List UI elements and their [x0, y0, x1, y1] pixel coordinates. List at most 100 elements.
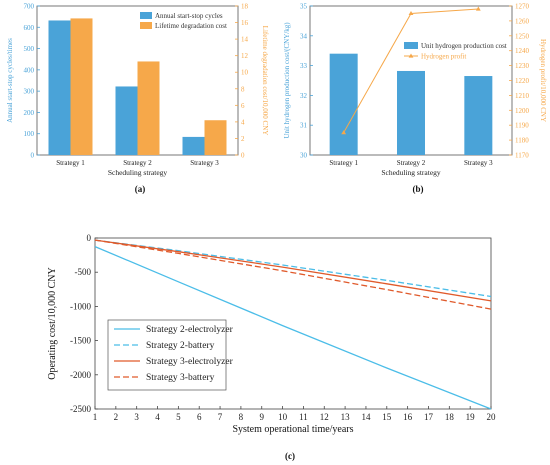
y-right-tick-label: 1210 — [515, 92, 530, 100]
y-left-tick-label: 600 — [24, 24, 35, 32]
y-left-tick-label: 500 — [24, 45, 35, 53]
legend-entry: Unit hydrogen production cost — [421, 42, 507, 50]
y-right-tick-label: 1250 — [515, 32, 530, 40]
y-left-axis-label: Annual start-stop cycles/times — [6, 38, 14, 123]
x-tick-label: Strategy 3 — [464, 159, 493, 167]
bar-unit-hydrogen-cost — [464, 76, 493, 155]
y-left-tick-label: 300 — [24, 88, 35, 96]
x-tick-label: Strategy 2 — [397, 159, 426, 167]
x-axis-label: Scheduling strategy — [108, 168, 168, 177]
series-line-2 — [94, 239, 492, 298]
x-tick-label: 18 — [445, 412, 455, 422]
x-tick-label: 15 — [382, 412, 392, 422]
y-left-tick-label: 30 — [300, 152, 308, 160]
y-right-tick-label: 10 — [241, 69, 249, 77]
bar-start-stop-cycles — [115, 86, 138, 155]
series-line-4 — [94, 239, 492, 310]
y-right-tick-label: 2 — [241, 135, 245, 143]
chart-panel-a: 0 100 200 300 400 500 600 700 0 2 4 6 8 10 12 14 16 18 Str… — [6, 3, 269, 195]
y-tick-label: -1500 — [70, 336, 91, 346]
y-right-tick-label: 1190 — [515, 122, 529, 130]
y-right-tick-label: 8 — [241, 85, 245, 93]
panel-label: (a) — [135, 184, 146, 194]
y-right-tick-label: 1260 — [515, 17, 530, 25]
x-tick-label: 9 — [259, 412, 264, 422]
x-tick-label: 20 — [487, 412, 497, 422]
x-tick-label: 1 — [93, 412, 98, 422]
marker-hydrogen-profit — [341, 130, 347, 135]
legend-entry: Strategy 3-electrolyzer — [146, 357, 234, 367]
legend-entry: Annual start-stop cycles — [155, 12, 223, 20]
y-right-tick-label: 1220 — [515, 77, 530, 85]
legend-entry: Strategy 2-electrolyzer — [146, 325, 234, 335]
plot-frame — [94, 237, 492, 410]
x-tick-label: 7 — [218, 412, 223, 422]
x-tick-label: 10 — [278, 412, 288, 422]
y-right-axis-label: Hydrogen profit/10,000 CNY — [539, 39, 547, 122]
y-left-tick-label: 400 — [24, 66, 35, 74]
x-tick-label: 17 — [424, 412, 434, 422]
marker-hydrogen-profit — [408, 10, 414, 16]
y-axis-label: Operating cost/10,000 CNY — [47, 267, 58, 380]
y-tick-label: 0 — [87, 233, 92, 243]
x-tick-label: Strategy 1 — [329, 159, 358, 167]
legend-entry: Lifetime degradation cost — [155, 22, 227, 30]
y-right-axis-label: Lifetime degradation cost/10,000 CNY — [261, 26, 269, 136]
x-tick-label: Strategy 2 — [123, 159, 152, 167]
x-tick-label: 16 — [403, 412, 413, 422]
x-tick-label: Strategy 3 — [190, 159, 219, 167]
y-left-tick-label: 33 — [300, 62, 308, 70]
y-right-tick-label: 1180 — [515, 137, 529, 145]
bar-unit-hydrogen-cost — [329, 53, 358, 155]
bar-start-stop-cycles — [48, 20, 71, 155]
chart-panel-c: 1 2 3 4 5 6 7 8 9 10 11 12 13 14 15 16 17 18 19 20-2500-200… — [47, 233, 496, 461]
y-right-tick-label: 1230 — [515, 62, 530, 70]
bar-degradation-cost — [70, 18, 93, 155]
legend-entry: Strategy 3-battery — [146, 373, 215, 383]
y-right-tick-label: 1240 — [515, 47, 530, 55]
series-line-1 — [94, 246, 492, 410]
legend-box — [107, 319, 227, 391]
x-tick-label: 19 — [466, 412, 476, 422]
y-tick-label: -500 — [75, 267, 92, 277]
series-line-3 — [94, 239, 492, 302]
panel-label: (b) — [413, 184, 424, 194]
y-left-tick-label: 700 — [24, 3, 35, 11]
y-left-tick-label: 200 — [24, 109, 35, 117]
y-right-tick-label: 6 — [241, 102, 245, 110]
y-left-tick-label: 35 — [300, 3, 308, 11]
chart-panel-b: 30 31 32 33 34 35 1170 1180 1190 1200 1210 1220 1230… — [283, 3, 547, 195]
y-tick-label: -2000 — [70, 370, 91, 380]
marker-hydrogen-profit — [475, 6, 481, 11]
x-tick-label: 5 — [176, 412, 181, 422]
y-left-axis-label: Unit hydrogen production cost/(CNY/kg) — [283, 22, 291, 139]
y-left-tick-label: 100 — [24, 130, 35, 138]
x-axis-label: System operational time/years — [232, 424, 353, 435]
y-tick-label: -2500 — [70, 404, 91, 414]
y-left-tick-label: 0 — [31, 152, 35, 160]
legend-entry: Hydrogen profit — [421, 53, 466, 61]
x-tick-label: 11 — [299, 412, 308, 422]
x-tick-label: 12 — [320, 412, 329, 422]
y-right-tick-label: 12 — [241, 52, 249, 60]
x-tick-label: 2 — [114, 412, 119, 422]
y-right-tick-label: 16 — [241, 19, 249, 27]
legend-marker — [408, 53, 414, 58]
x-tick-label: 3 — [134, 412, 139, 422]
legend-swatch — [404, 42, 418, 49]
legend-swatch — [140, 12, 152, 19]
y-right-tick-label: 4 — [241, 118, 245, 126]
y-left-tick-label: 32 — [300, 92, 308, 100]
y-tick-label: -1000 — [70, 301, 91, 311]
x-tick-label: 6 — [197, 412, 202, 422]
x-tick-label: Strategy 1 — [56, 159, 85, 167]
y-right-tick-label: 1270 — [515, 3, 530, 11]
x-tick-label: 4 — [155, 412, 160, 422]
bar-unit-hydrogen-cost — [397, 70, 425, 155]
bar-degradation-cost — [204, 120, 227, 155]
x-axis-label: Scheduling strategy — [381, 168, 441, 177]
x-tick-label: 13 — [341, 412, 351, 422]
y-right-tick-label: 18 — [241, 3, 249, 11]
y-right-tick-label: 1200 — [515, 107, 530, 115]
